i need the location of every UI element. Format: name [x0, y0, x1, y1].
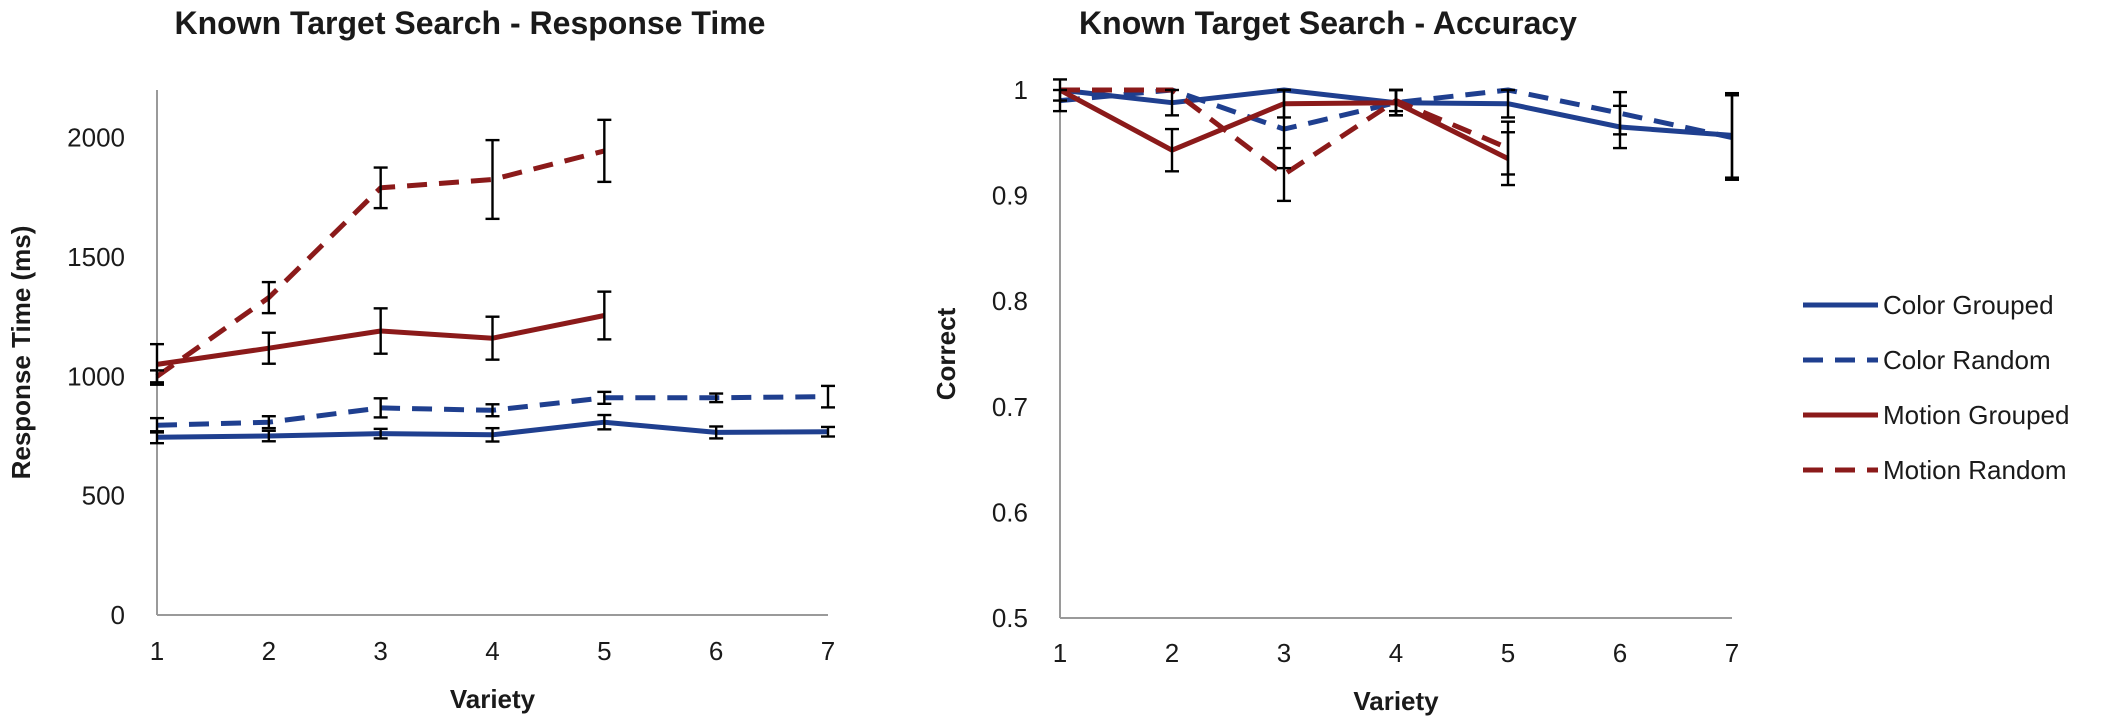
- y-tick-label: 0: [111, 600, 125, 630]
- error-bar: [821, 384, 835, 409]
- error-bar: [709, 425, 724, 440]
- error-bar: [261, 429, 276, 443]
- y-tick-label: 1500: [67, 242, 125, 272]
- error-bar: [597, 118, 612, 184]
- error-bar: [150, 416, 164, 434]
- error-bar: [261, 331, 276, 365]
- x-tick-label: 3: [373, 636, 387, 666]
- series-line-motion-random: [1060, 87, 1509, 177]
- error-bar: [373, 397, 388, 419]
- error-bar: [150, 369, 164, 384]
- error-bar: [485, 315, 500, 361]
- y-tick-label: 0.9: [992, 181, 1028, 211]
- error-bar: [1613, 90, 1627, 136]
- error-bar: [261, 280, 276, 315]
- error-bar: [373, 166, 388, 210]
- error-bar: [1277, 146, 1291, 203]
- chart-1: Known Target Search - Response Time 0 500 1…: [6, 5, 835, 714]
- error-bar: [1165, 127, 1179, 173]
- x-tick-label: 7: [1725, 638, 1739, 668]
- error-bar: [1277, 88, 1291, 119]
- legend: Color Grouped Color Random Motion Grouped M…: [1803, 290, 2069, 485]
- y-tick-label: 1: [1014, 75, 1028, 105]
- error-bar: [1501, 120, 1515, 176]
- error-bar: [1389, 88, 1403, 113]
- chart-title: Known Target Search - Response Time: [175, 5, 766, 41]
- x-axis-label: Variety: [450, 684, 536, 714]
- x-tick-label: 2: [1165, 638, 1179, 668]
- y-tick-label: 0.5: [992, 603, 1028, 633]
- y-tick-label: 0.7: [992, 392, 1028, 422]
- chart-title: Known Target Search - Accuracy: [1079, 5, 1577, 41]
- error-bar: [485, 403, 500, 418]
- error-bar: [373, 307, 388, 355]
- x-tick-label: 5: [1501, 638, 1515, 668]
- y-tick-label: 2000: [67, 123, 125, 153]
- x-tick-label: 3: [1277, 638, 1291, 668]
- x-tick-label: 6: [709, 636, 723, 666]
- y-tick-label: 0.8: [992, 286, 1028, 316]
- y-axis-label: Response Time (ms): [6, 226, 36, 480]
- error-bar: [821, 425, 835, 438]
- x-axis-label: Variety: [1353, 686, 1439, 716]
- y-axis-label: Correct: [931, 307, 961, 400]
- x-tick-label: 4: [485, 636, 499, 666]
- legend-label-motion-random: Motion Random: [1883, 455, 2067, 485]
- error-bar: [485, 138, 500, 221]
- chart-2: Known Target Search - Accuracy 0.5 0.6 0.7 0…: [931, 5, 1739, 716]
- error-bar: [1165, 88, 1179, 117]
- legend-label-color-random: Color Random: [1883, 345, 2051, 375]
- x-tick-label: 7: [821, 636, 835, 666]
- legend-label-color-grouped: Color Grouped: [1883, 290, 2054, 320]
- x-tick-label: 5: [597, 636, 611, 666]
- legend-label-motion-grouped: Motion Grouped: [1883, 400, 2069, 430]
- error-bar: [261, 415, 276, 430]
- error-bar: [373, 427, 388, 440]
- y-tick-label: 0.6: [992, 497, 1028, 527]
- x-tick-label: 2: [262, 636, 276, 666]
- error-bar: [597, 390, 612, 406]
- error-bar: [1501, 88, 1515, 119]
- error-bar: [485, 426, 500, 443]
- error-bar: [1725, 94, 1739, 181]
- x-tick-label: 1: [1053, 638, 1067, 668]
- y-tick-label: 500: [82, 481, 125, 511]
- error-bar: [597, 413, 612, 431]
- error-bar: [1053, 88, 1067, 113]
- error-bar: [597, 290, 612, 341]
- x-tick-label: 4: [1389, 638, 1403, 668]
- x-tick-label: 1: [150, 636, 164, 666]
- y-tick-label: 1000: [67, 361, 125, 391]
- error-bar: [709, 392, 724, 404]
- x-tick-label: 6: [1613, 638, 1627, 668]
